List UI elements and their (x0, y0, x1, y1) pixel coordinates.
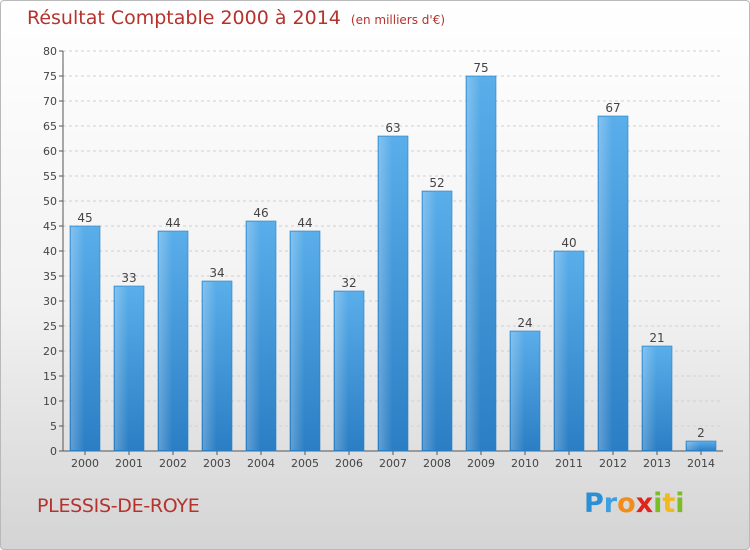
y-tick-label: 45 (43, 220, 57, 233)
logo-letter: t (662, 488, 676, 519)
proxiti-logo: Proxiti (584, 488, 685, 519)
bars (69, 75, 717, 452)
bar-highlight (511, 332, 525, 450)
y-tick-label: 50 (43, 195, 57, 208)
chart-title: Résultat Comptable 2000 à 2014 (27, 7, 341, 29)
x-tick-label-2010: 2010 (511, 457, 539, 470)
bar-highlight (467, 77, 481, 450)
bar-highlight (599, 117, 613, 450)
x-tick-label-2014: 2014 (687, 457, 715, 470)
value-label-2004: 46 (253, 206, 268, 220)
y-tick-label: 40 (43, 245, 57, 258)
x-tick-label-2008: 2008 (423, 457, 451, 470)
y-tick-label: 55 (43, 170, 57, 183)
bar-highlight (335, 292, 349, 450)
bar-highlight (159, 232, 173, 450)
y-tick-label: 0 (50, 445, 57, 458)
logo-letter: x (635, 488, 654, 519)
y-tick-label: 65 (43, 120, 57, 133)
value-label-2009: 75 (473, 61, 488, 75)
logo-letter: i (653, 488, 663, 519)
value-label-2000: 45 (77, 211, 92, 225)
bar-highlight (643, 347, 657, 450)
x-tick-label-2003: 2003 (203, 457, 231, 470)
bar-highlight (247, 222, 261, 450)
y-tick-label: 20 (43, 345, 57, 358)
bar-highlight (687, 442, 701, 450)
value-label-2013: 21 (649, 331, 664, 345)
x-tick-label-2000: 2000 (71, 457, 99, 470)
x-tick-label-2006: 2006 (335, 457, 363, 470)
y-tick-label: 75 (43, 70, 57, 83)
value-label-2014: 2 (697, 426, 705, 440)
bar-highlight (379, 137, 393, 450)
y-tick-label: 30 (43, 295, 57, 308)
y-tick-label: 35 (43, 270, 57, 283)
value-label-2007: 63 (385, 121, 400, 135)
chart-subtitle: (en milliers d'€) (350, 13, 446, 27)
axes: 0 5 10 15 20 25 30 35 40 45 50 55 60 65 70 75 80 2000 2001… (43, 45, 723, 470)
value-label-2008: 52 (429, 176, 444, 190)
bar-2014 (685, 440, 717, 452)
data-labels: 45 33 44 34 46 44 32 63 52 75 24 40 67 21 2 (77, 61, 704, 440)
y-tick-label: 60 (43, 145, 57, 158)
y-tick-label: 80 (43, 45, 57, 58)
commune-name: PLESSIS-DE-ROYE (37, 495, 200, 517)
logo-letter: P (584, 488, 604, 519)
x-tick-label-2004: 2004 (247, 457, 275, 470)
logo-letter: i (675, 488, 685, 519)
logo-letter: r (603, 488, 618, 519)
x-tick-label-2013: 2013 (643, 457, 671, 470)
x-tick-label-2007: 2007 (379, 457, 407, 470)
value-label-2011: 40 (561, 236, 576, 250)
x-tick-label-2012: 2012 (599, 457, 627, 470)
value-label-2002: 44 (165, 216, 180, 230)
value-label-2005: 44 (297, 216, 312, 230)
x-tick-label-2011: 2011 (555, 457, 583, 470)
y-tick-label: 25 (43, 320, 57, 333)
value-label-2010: 24 (517, 316, 532, 330)
value-label-2006: 32 (341, 276, 356, 290)
x-tick-label-2001: 2001 (115, 457, 143, 470)
x-tick-label-2002: 2002 (159, 457, 187, 470)
bar-highlight (423, 192, 437, 450)
bar-highlight (555, 252, 569, 450)
value-label-2012: 67 (605, 101, 620, 115)
x-tick-label-2009: 2009 (467, 457, 495, 470)
logo-letter: o (617, 488, 636, 519)
chart-title-block: Résultat Comptable 2000 à 2014 (en millie… (27, 7, 445, 29)
y-tick-label: 15 (43, 370, 57, 383)
y-tick-label: 70 (43, 95, 57, 108)
bar-highlight (115, 287, 129, 450)
value-label-2001: 33 (121, 271, 136, 285)
value-label-2003: 34 (209, 266, 224, 280)
bar-highlight (71, 227, 85, 450)
y-tick-label: 10 (43, 395, 57, 408)
bar-highlight (203, 282, 217, 450)
y-tick-label: 5 (50, 420, 57, 433)
x-tick-label-2005: 2005 (291, 457, 319, 470)
bar-highlight (291, 232, 305, 450)
